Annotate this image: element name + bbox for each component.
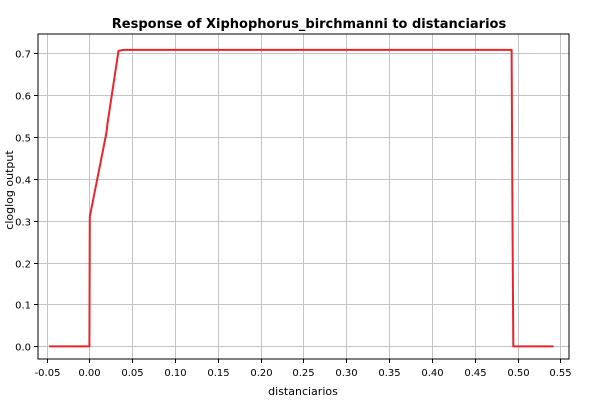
x-axis-ticks: -0.05 0.00 0.05 0.10 0.15 0.20 0.25 0.30 0.35 0.4… bbox=[35, 359, 572, 379]
x-tick-label: 0.10 bbox=[164, 368, 186, 379]
series-layer bbox=[49, 48, 554, 348]
grid bbox=[38, 34, 569, 359]
x-tick-label: 0.35 bbox=[378, 368, 400, 379]
x-tick-label: 0.40 bbox=[421, 368, 443, 379]
y-tick-label: 0.7 bbox=[15, 50, 31, 61]
x-tick-label: 0.45 bbox=[464, 368, 486, 379]
y-axis-label: cloglog output bbox=[3, 150, 16, 230]
y-tick-label: 0.6 bbox=[15, 92, 31, 103]
response-curve bbox=[49, 48, 554, 348]
x-axis-label: distanciarios bbox=[268, 385, 338, 398]
x-tick-label: 0.30 bbox=[335, 368, 357, 379]
x-tick-label: 0.55 bbox=[549, 368, 571, 379]
y-tick-label: 0.4 bbox=[15, 176, 31, 187]
x-tick-label: 0.00 bbox=[78, 368, 100, 379]
y-axis-ticks: 0.0 0.1 0.2 0.3 0.4 0.5 0.6 0.7 bbox=[15, 50, 38, 354]
chart-title: Response of Xiphophorus_birchmanni to di… bbox=[112, 17, 507, 32]
y-tick-label: 0.3 bbox=[15, 218, 31, 229]
x-tick-label: 0.20 bbox=[250, 368, 272, 379]
y-tick-label: 0.1 bbox=[15, 301, 31, 312]
x-tick-label: 0.15 bbox=[207, 368, 229, 379]
y-tick-label: 0.5 bbox=[15, 134, 31, 145]
y-tick-label: 0.2 bbox=[15, 260, 31, 271]
x-tick-label: 0.25 bbox=[292, 368, 314, 379]
x-tick-label: -0.05 bbox=[35, 368, 61, 379]
y-tick-label: 0.0 bbox=[15, 343, 31, 354]
x-tick-label: 0.05 bbox=[121, 368, 143, 379]
x-tick-label: 0.50 bbox=[507, 368, 529, 379]
